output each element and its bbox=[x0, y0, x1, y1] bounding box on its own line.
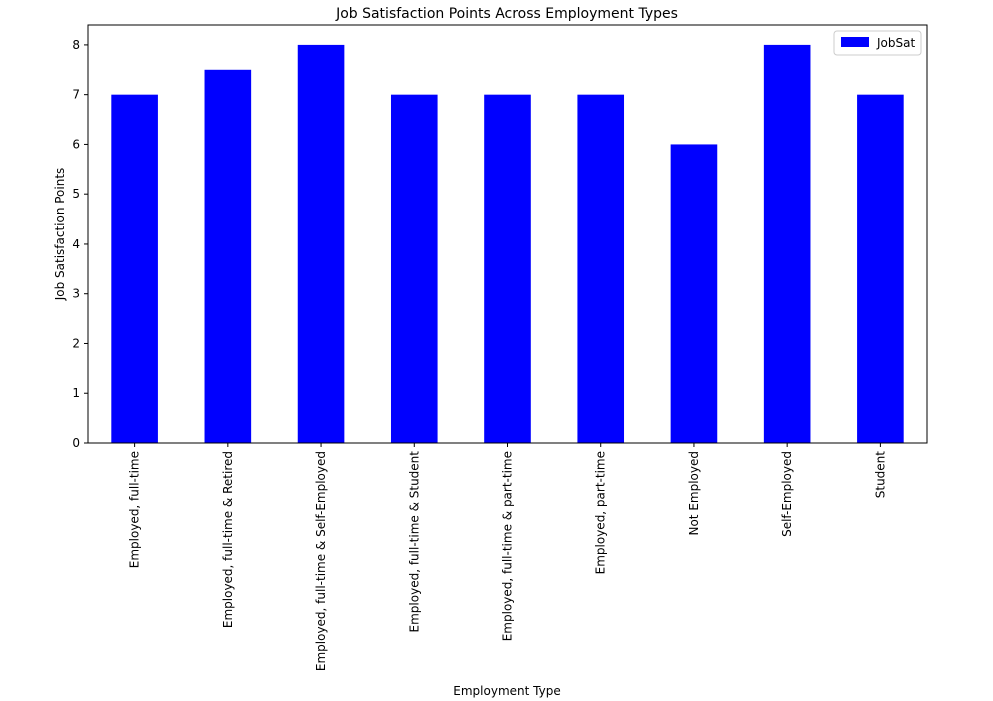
y-axis-label: Job Satisfaction Points bbox=[53, 168, 67, 302]
x-tick-label: Employed, full-time & part-time bbox=[501, 451, 515, 641]
x-tick-label: Not Employed bbox=[687, 451, 701, 536]
bar-2 bbox=[297, 44, 345, 444]
y-tick-label: 0 bbox=[72, 436, 80, 450]
bar-8 bbox=[857, 94, 904, 444]
bar-7 bbox=[763, 44, 811, 444]
bars-layer bbox=[111, 44, 904, 444]
axes-layer: Employed, full-time Employed, full-time &… bbox=[72, 38, 887, 671]
x-tick-label: Employed, full-time bbox=[128, 451, 142, 568]
legend-label: JobSat bbox=[876, 36, 915, 50]
x-tick-label: Student bbox=[873, 451, 887, 499]
bar-4 bbox=[484, 94, 531, 444]
y-tick-label: 7 bbox=[72, 88, 80, 102]
x-tick-label: Employed, full-time & Retired bbox=[221, 451, 235, 628]
bar-0 bbox=[111, 94, 158, 444]
x-axis-label: Employment Type bbox=[453, 684, 560, 698]
y-tick-label: 2 bbox=[72, 336, 80, 350]
x-tick-label: Employed, full-time & Student bbox=[407, 451, 421, 633]
y-tick-label: 1 bbox=[72, 386, 80, 400]
bar-1 bbox=[204, 69, 252, 443]
legend-swatch bbox=[841, 37, 869, 47]
y-tick-label: 3 bbox=[72, 287, 80, 301]
y-tick-label: 5 bbox=[72, 187, 80, 201]
legend: JobSat bbox=[833, 30, 922, 56]
bar-6 bbox=[670, 144, 718, 443]
x-tick-label: Employed, part-time bbox=[594, 451, 608, 574]
y-tick-label: 4 bbox=[72, 237, 80, 251]
plot-frame bbox=[87, 24, 928, 444]
y-tick-label: 6 bbox=[72, 137, 80, 151]
bar-5 bbox=[577, 94, 625, 444]
x-tick-label: Self-Employed bbox=[780, 451, 794, 537]
x-tick-label: Employed, full-time & Self-Employed bbox=[314, 451, 328, 671]
y-tick-label: 8 bbox=[72, 38, 80, 52]
bar-3 bbox=[390, 94, 438, 444]
chart-title: Job Satisfaction Points Across Employmen… bbox=[335, 6, 678, 22]
